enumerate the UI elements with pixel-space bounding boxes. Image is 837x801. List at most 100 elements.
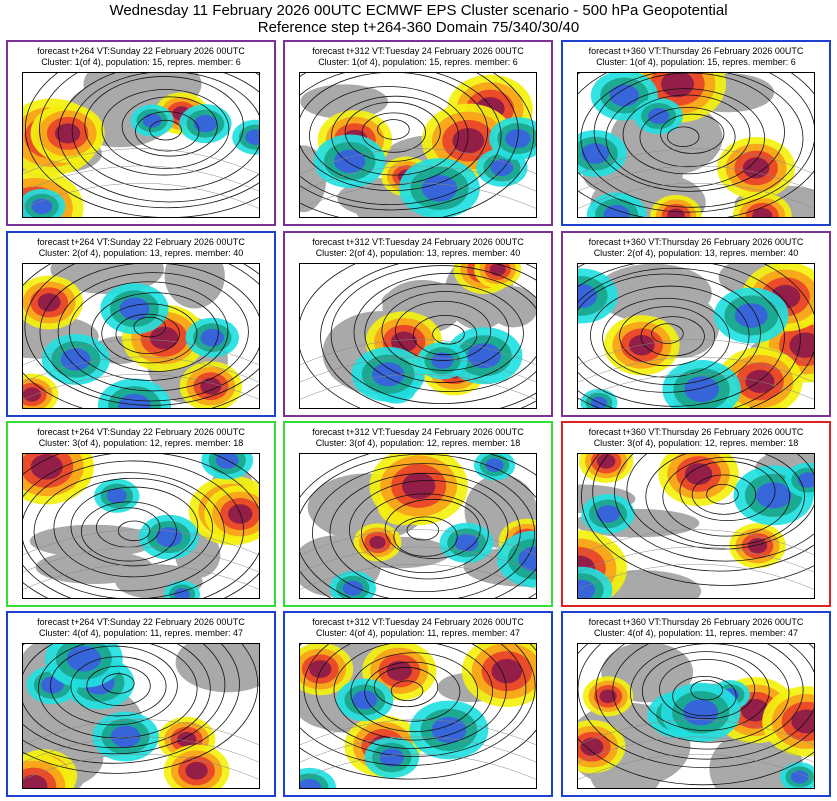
geopotential-contour bbox=[312, 463, 535, 598]
latitude-gridline bbox=[578, 546, 814, 573]
geopotential-contour bbox=[641, 651, 770, 731]
warm-anomaly-shading bbox=[580, 737, 604, 756]
geopotential-contour bbox=[373, 666, 439, 708]
geopotential-contour bbox=[593, 73, 785, 192]
warm-anomaly-shading bbox=[747, 538, 768, 554]
geopotential-contour bbox=[672, 676, 737, 717]
cluster-panel[interactable]: forecast t+312 VT:Tuesday 24 February 20… bbox=[283, 611, 553, 797]
cold-anomaly-shading bbox=[245, 129, 259, 145]
panel-cluster-line: Cluster: 4(of 4), population: 11, repres… bbox=[316, 628, 520, 638]
cluster-panel[interactable]: forecast t+264 VT:Sunday 22 February 202… bbox=[6, 40, 276, 226]
geopotential-contour bbox=[50, 645, 178, 726]
warm-anomaly-shading bbox=[789, 332, 814, 358]
cluster-panel[interactable]: forecast t+264 VT:Sunday 22 February 202… bbox=[6, 231, 276, 417]
cold-anomaly-shading bbox=[734, 303, 768, 328]
geopotential-map bbox=[577, 453, 815, 599]
warm-anomaly-shading bbox=[401, 472, 436, 500]
geopotential-map bbox=[299, 643, 537, 789]
cold-anomaly-shading bbox=[333, 149, 366, 173]
geopotential-map bbox=[299, 263, 537, 409]
map-canvas bbox=[23, 264, 259, 408]
geopotential-contour bbox=[80, 501, 177, 562]
warm-anomaly-shading bbox=[176, 731, 197, 748]
warm-anomaly-shading bbox=[55, 123, 81, 144]
panel-cluster-line: Cluster: 4(of 4), population: 11, repres… bbox=[39, 628, 243, 638]
warm-anomaly-shading bbox=[452, 128, 485, 154]
panel-caption: forecast t+360 VT:Thursday 26 February 2… bbox=[563, 617, 829, 639]
geopotential-contour bbox=[581, 454, 814, 586]
warm-anomaly-shading bbox=[599, 689, 617, 704]
geopotential-contour bbox=[432, 324, 465, 345]
page-title: Wednesday 11 February 2026 00UTC ECMWF E… bbox=[109, 2, 728, 19]
cluster-panel[interactable]: forecast t+360 VT:Thursday 26 February 2… bbox=[561, 40, 831, 226]
latitude-gridline bbox=[300, 356, 536, 383]
latitude-gridline bbox=[578, 165, 814, 192]
cold-anomaly-shading bbox=[106, 488, 127, 504]
geopotential-contour bbox=[595, 644, 814, 760]
geopotential-contour bbox=[25, 73, 259, 217]
geopotential-contour bbox=[348, 479, 509, 580]
panel-caption: forecast t+312 VT:Tuesday 24 February 20… bbox=[285, 427, 551, 449]
warm-anomaly-shading bbox=[386, 660, 412, 681]
geopotential-contour bbox=[58, 73, 259, 203]
cold-anomaly-shading bbox=[790, 770, 809, 784]
geopotential-contour bbox=[626, 454, 814, 550]
cold-anomaly-shading bbox=[431, 717, 467, 743]
map-canvas bbox=[23, 644, 259, 788]
latitude-gridline bbox=[300, 182, 536, 209]
geopotential-contour bbox=[578, 73, 814, 213]
geopotential-contour bbox=[23, 644, 240, 764]
geopotential-contour bbox=[23, 644, 211, 749]
panel-cluster-line: Cluster: 3(of 4), population: 12, repres… bbox=[38, 438, 244, 448]
geopotential-contour bbox=[70, 486, 199, 567]
geopotential-contour bbox=[662, 456, 791, 537]
geopotential-contour bbox=[361, 493, 489, 574]
latitude-gridline bbox=[578, 356, 814, 383]
geopotential-contour bbox=[24, 264, 259, 406]
geopotential-map bbox=[299, 453, 537, 599]
geopotential-contour bbox=[679, 461, 776, 522]
geopotential-contour bbox=[300, 454, 536, 598]
cluster-panel[interactable]: forecast t+264 VT:Sunday 22 February 202… bbox=[6, 611, 276, 797]
latitude-gridline bbox=[23, 546, 259, 573]
geopotential-contour bbox=[315, 644, 507, 749]
geopotential-contour bbox=[39, 264, 259, 402]
cold-anomaly-shading bbox=[41, 676, 64, 694]
geopotential-contour bbox=[622, 94, 751, 175]
cold-anomaly-shading bbox=[31, 198, 53, 215]
latitude-gridline bbox=[300, 529, 536, 556]
panel-caption: forecast t+360 VT:Thursday 26 February 2… bbox=[563, 427, 829, 449]
geopotential-map bbox=[577, 263, 815, 409]
panel-cluster-line: Cluster: 3(of 4), population: 12, repres… bbox=[315, 438, 521, 448]
geopotential-contour bbox=[57, 272, 249, 392]
latitude-gridline bbox=[300, 753, 536, 780]
cluster-panel[interactable]: forecast t+360 VT:Thursday 26 February 2… bbox=[561, 611, 831, 797]
geopotential-map bbox=[577, 72, 815, 218]
geopotential-contour bbox=[640, 316, 705, 357]
warm-anomaly-shading bbox=[667, 208, 685, 217]
geopotential-contour bbox=[23, 644, 226, 755]
geopotential-contour bbox=[660, 113, 725, 154]
geopotential-contour bbox=[309, 86, 469, 186]
latitude-gridline bbox=[23, 148, 259, 175]
cluster-panel[interactable]: forecast t+360 VT:Thursday 26 February 2… bbox=[561, 421, 831, 607]
geopotential-contour bbox=[344, 101, 441, 162]
cluster-panel[interactable]: forecast t+312 VT:Tuesday 24 February 20… bbox=[283, 40, 553, 226]
cold-anomaly-shading bbox=[490, 159, 514, 177]
geopotential-contour bbox=[23, 644, 259, 774]
geopotential-contour bbox=[645, 454, 805, 547]
cluster-panel-grid: forecast t+264 VT:Sunday 22 February 202… bbox=[0, 38, 837, 801]
geopotential-contour bbox=[384, 498, 481, 559]
geopotential-map bbox=[299, 72, 537, 218]
cluster-panel[interactable]: forecast t+360 VT:Thursday 26 February 2… bbox=[561, 231, 831, 417]
cold-anomaly-shading bbox=[155, 527, 183, 547]
cold-anomaly-shading bbox=[60, 348, 91, 371]
geopotential-contour bbox=[300, 73, 502, 206]
latitude-gridline bbox=[300, 165, 536, 192]
cluster-panel[interactable]: forecast t+312 VT:Tuesday 24 February 20… bbox=[283, 421, 553, 607]
cluster-panel[interactable]: forecast t+312 VT:Tuesday 24 February 20… bbox=[283, 231, 553, 417]
geopotential-map bbox=[577, 643, 815, 789]
warm-anomaly-shading bbox=[791, 709, 814, 734]
cluster-panel[interactable]: forecast t+264 VT:Sunday 22 February 202… bbox=[6, 421, 276, 607]
geopotential-contour bbox=[691, 474, 757, 515]
